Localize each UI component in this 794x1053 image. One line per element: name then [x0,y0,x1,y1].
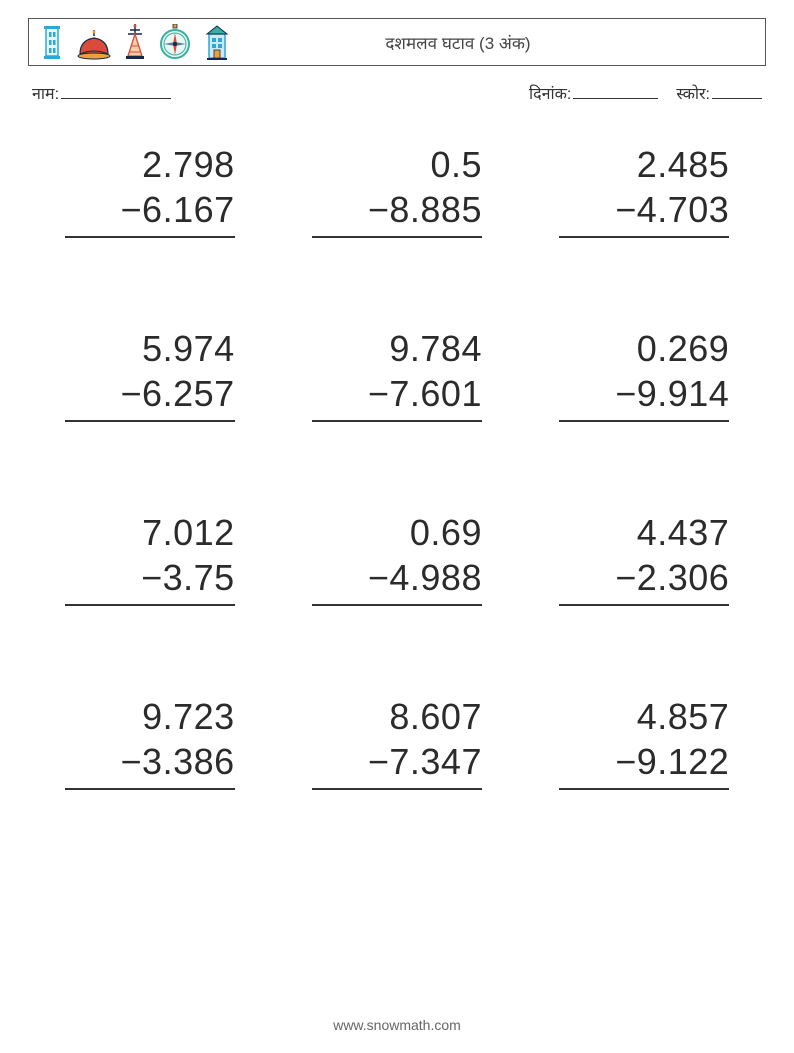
subtrahend: −3.75 [141,555,235,600]
minuend: 7.012 [142,510,235,555]
date-blank [573,82,658,99]
date-label: दिनांक: [529,82,571,104]
minuend: 2.485 [637,142,730,187]
subtrahend: −2.306 [615,555,729,600]
subtrahend: −9.914 [615,371,729,416]
problem-10: 9.723 −3.386 [65,694,235,790]
footer-url: www.snowmath.com [0,1017,794,1033]
problem-6: 0.269 −9.914 [559,326,729,422]
problem-12: 4.857 −9.122 [559,694,729,790]
name-label: नाम: [32,82,59,104]
name-blank [61,82,171,99]
answer-rule [312,420,482,422]
tower-icon [39,24,65,60]
answer-rule [65,420,235,422]
header-icons [39,24,231,60]
subtrahend: −8.885 [368,187,482,232]
problem-4: 5.974 −6.257 [65,326,235,422]
minuend: 2.798 [142,142,235,187]
answer-rule [312,604,482,606]
answer-rule [65,788,235,790]
subtrahend: −9.122 [615,739,729,784]
answer-rule [65,604,235,606]
minuend: 8.607 [389,694,482,739]
answer-rule [65,236,235,238]
score-label: स्कोर: [676,82,710,104]
problem-8: 0.69 −4.988 [312,510,482,606]
problem-2: 0.5 −8.885 [312,142,482,238]
problems-grid: 2.798 −6.167 0.5 −8.885 2.485 −4.703 5.9… [28,142,766,790]
worksheet-header: दशमलव घटाव (3 अंक) [28,18,766,66]
compass-icon [159,24,191,60]
minuend: 0.5 [430,142,482,187]
subtrahend: −7.601 [368,371,482,416]
subtrahend: −4.703 [615,187,729,232]
problem-9: 4.437 −2.306 [559,510,729,606]
problem-3: 2.485 −4.703 [559,142,729,238]
subtrahend: −7.347 [368,739,482,784]
minuend: 9.723 [142,694,235,739]
answer-rule [312,788,482,790]
subtrahend: −3.386 [121,739,235,784]
subtrahend: −6.257 [121,371,235,416]
answer-rule [559,236,729,238]
problem-5: 9.784 −7.601 [312,326,482,422]
minuend: 9.784 [389,326,482,371]
minuend: 0.269 [637,326,730,371]
minuend: 5.974 [142,326,235,371]
score-blank [712,82,762,99]
minuend: 4.857 [637,694,730,739]
problem-1: 2.798 −6.167 [65,142,235,238]
problem-7: 7.012 −3.75 [65,510,235,606]
building-icon [203,24,231,60]
minuend: 4.437 [637,510,730,555]
problem-11: 8.607 −7.347 [312,694,482,790]
answer-rule [312,236,482,238]
antenna-icon [123,24,147,60]
subtrahend: −4.988 [368,555,482,600]
dome-icon [77,30,111,60]
worksheet-title: दशमलव घटाव (3 अंक) [231,31,755,54]
answer-rule [559,604,729,606]
answer-rule [559,788,729,790]
subtrahend: −6.167 [121,187,235,232]
minuend: 0.69 [410,510,482,555]
info-row: नाम: दिनांक: स्कोर: [28,82,766,104]
answer-rule [559,420,729,422]
